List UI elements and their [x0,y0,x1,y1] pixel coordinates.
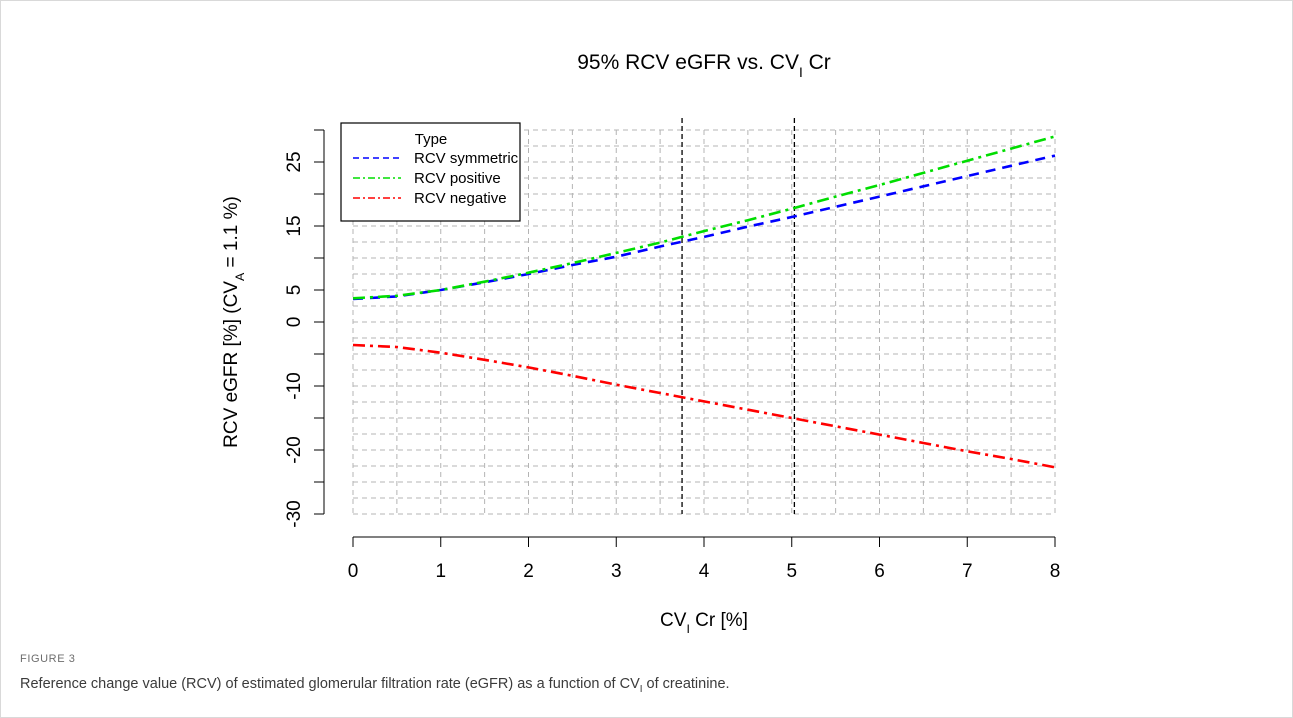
reference-lines [681,118,796,514]
y-tick-label: 15 [284,215,305,236]
caption-subscript: I [639,683,643,695]
x-tick-label: 6 [874,561,885,582]
x-tick-label: 0 [348,561,359,582]
rcv-chart: 0 1 2 3 4 5 6 7 8 -30 -20 -10 0 5 15 25 Type RCV symmetr… [221,51,1061,636]
caption-text-end: of creatinine. [642,676,730,692]
x-axis-title: CVI Cr [%] [660,610,748,636]
x-tick-label: 8 [1050,561,1061,582]
legend-title: Type [415,131,448,148]
axes: 0 1 2 3 4 5 6 7 8 -30 -20 -10 0 5 15 25 [284,129,1061,582]
caption-text: Reference change value (RCV) of estimate… [20,676,640,692]
y-tick-label: 0 [284,317,305,328]
y-axis-title: RCV eGFR [%] (CVA = 1.1 %) [221,196,247,448]
y-tick-label: -20 [284,436,305,463]
x-tick-label: 5 [786,561,797,582]
chart-title: 95% RCV eGFR vs. CVI Cr [577,51,831,80]
y-tick-label: 25 [284,151,305,172]
legend-box [340,122,521,222]
series-lines [352,135,1056,469]
y-tick-label: -30 [284,500,305,527]
x-tick-label: 3 [611,561,622,582]
legend-entry: RCV positive [414,170,501,187]
legend-entry: RCV symmetric [414,150,519,167]
y-tick-label: -10 [284,372,305,399]
x-tick-label: 1 [435,561,446,582]
legend-entry: RCV negative [414,190,507,207]
figure-caption: Reference change value (RCV) of estimate… [20,676,730,695]
figure-label: FIGURE 3 [20,653,76,665]
y-tick-label: 5 [284,285,305,296]
series-line [352,135,1056,300]
series-line [352,343,1056,469]
x-tick-label: 4 [699,561,710,582]
x-tick-label: 2 [523,561,534,582]
series-line [352,154,1056,301]
x-tick-label: 7 [962,561,973,582]
legend: Type RCV symmetric RCV positive RCV negativ… [340,122,521,222]
